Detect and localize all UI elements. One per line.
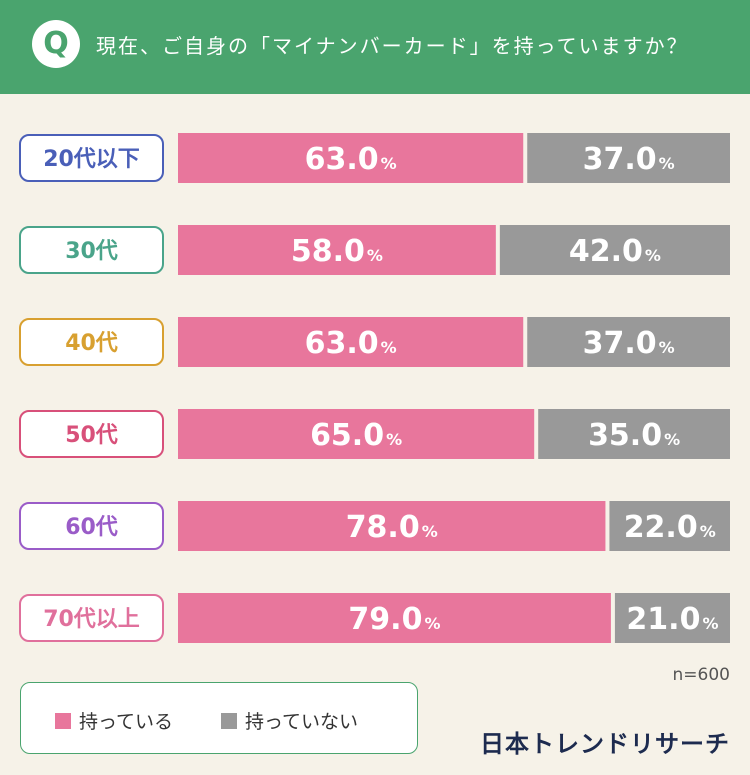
- data-label-have: 65.0%: [310, 418, 402, 453]
- legend-item-have: 持っている: [55, 707, 173, 734]
- category-label-box: [19, 502, 164, 550]
- data-label-have: 63.0%: [305, 142, 397, 177]
- category-label-box: [19, 594, 164, 642]
- data-label-have: 63.0%: [305, 326, 397, 361]
- legend-swatch-not-have: [221, 712, 237, 729]
- header-banner: Q 現在、ご自身の「マイナンバーカード」を持っていますか？: [0, 0, 750, 94]
- legend-label-have: 持っている: [79, 711, 174, 733]
- bar-have: [178, 501, 606, 551]
- bar-not-have: [527, 317, 730, 367]
- category-label: 70代以上: [43, 607, 140, 632]
- question-badge: Q: [32, 20, 80, 68]
- data-label-not-have: 21.0%: [626, 602, 718, 637]
- bar-not-have: [527, 133, 730, 183]
- category-label: 60代: [65, 515, 118, 540]
- legend: 持っている 持っていない: [20, 682, 418, 754]
- category-label: 20代以下: [43, 147, 140, 172]
- bar-have: [178, 225, 496, 275]
- bar-not-have: [499, 225, 730, 275]
- category-label-box: [19, 226, 164, 274]
- data-label-have: 58.0%: [291, 234, 383, 269]
- legend-item-not-have: 持っていない: [221, 707, 358, 734]
- data-label-have: 79.0%: [348, 602, 440, 637]
- category-label: 50代: [65, 423, 118, 448]
- sample-size-label: n=600: [672, 665, 730, 685]
- data-label-not-have: 37.0%: [583, 326, 675, 361]
- legend-label-not-have: 持っていない: [245, 711, 359, 733]
- data-label-have: 78.0%: [346, 510, 438, 545]
- legend-swatch-have: [55, 712, 71, 729]
- bar-not-have: [614, 593, 730, 643]
- data-label-not-have: 22.0%: [624, 510, 716, 545]
- bar-have: [178, 133, 524, 183]
- category-label: 30代: [65, 239, 118, 264]
- category-label: 40代: [65, 331, 118, 356]
- data-label-not-have: 37.0%: [583, 142, 675, 177]
- bar-have: [178, 317, 524, 367]
- category-label-box: [19, 410, 164, 458]
- category-label-box: [19, 318, 164, 366]
- bar-have: [178, 409, 535, 459]
- data-label-not-have: 35.0%: [588, 418, 680, 453]
- bar-not-have: [609, 501, 730, 551]
- bar-have: [178, 593, 611, 643]
- bar-not-have: [538, 409, 730, 459]
- question-text: 現在、ご自身の「マイナンバーカード」を持っていますか？: [96, 34, 689, 58]
- brand-logo: 日本トレンドリサーチ: [480, 730, 730, 758]
- data-label-not-have: 42.0%: [569, 234, 661, 269]
- stacked-bar-chart: 20代以下 63.0% 37.0 % 30代 58.0% 42.0 % 40代 63.0% 37.0…: [19, 133, 730, 643]
- category-label-box: [19, 134, 164, 182]
